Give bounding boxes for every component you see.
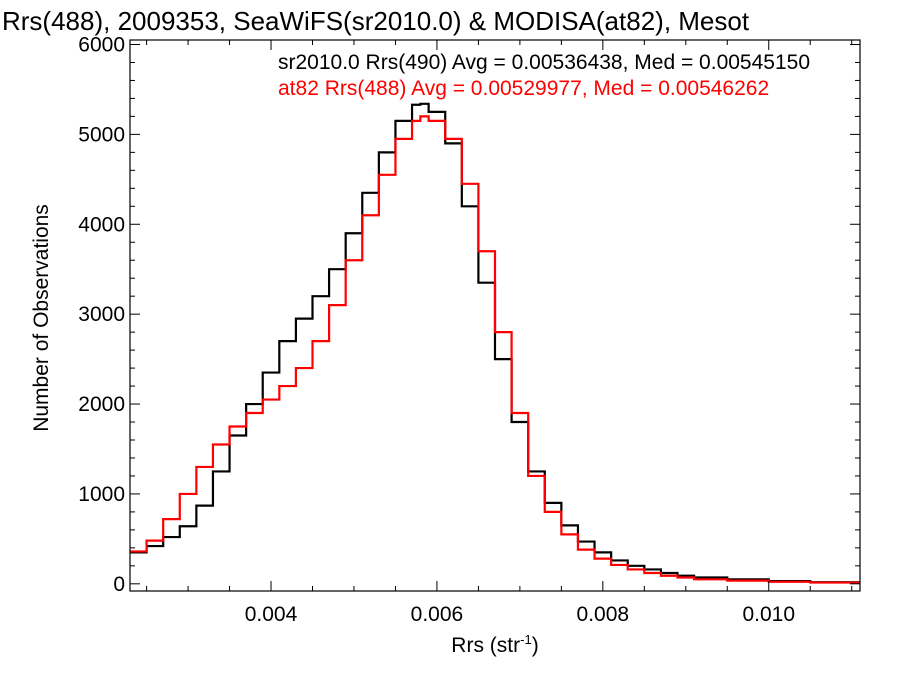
legend-entry-at82: at82 Rrs(488) Avg = 0.00529977, Med = 0.… (278, 77, 769, 100)
y-axis: 0 1000 2000 3000 4000 5000 6000 (78, 33, 860, 596)
y-tick-label: 5000 (78, 123, 125, 146)
y-tick-label: 0 (113, 573, 125, 596)
y-axis-label: Number of Observations (30, 204, 53, 432)
series-line-at82 (130, 115, 860, 584)
x-tick-label: 0.010 (742, 603, 795, 626)
y-tick-label: 1000 (78, 483, 125, 506)
y-tick-label: 4000 (78, 213, 125, 236)
x-tick-label: 0.004 (245, 603, 298, 626)
x-axis-label: Rrs (str-1) (451, 632, 538, 657)
plot-frame (129, 39, 861, 592)
series-group (130, 102, 860, 584)
y-tick-label: 6000 (78, 33, 125, 56)
legend-entry-sr2010: sr2010.0 Rrs(490) Avg = 0.00536438, Med … (278, 51, 810, 74)
series-line-sr2010 (130, 102, 860, 584)
x-tick-label: 0.008 (577, 603, 630, 626)
y-tick-label: 3000 (78, 303, 125, 326)
x-axis-label-main: Rrs (str (451, 634, 520, 657)
x-axis-label-close: ) (532, 634, 539, 657)
x-axis-label-superscript: -1 (520, 632, 532, 647)
x-axis: 0.004 0.006 0.008 0.010 (146, 40, 853, 626)
x-tick-label: 0.006 (411, 603, 464, 626)
y-tick-label: 2000 (78, 393, 125, 416)
chart-title: Rrs(488), 2009353, SeaWiFS(sr2010.0) & M… (2, 6, 750, 36)
